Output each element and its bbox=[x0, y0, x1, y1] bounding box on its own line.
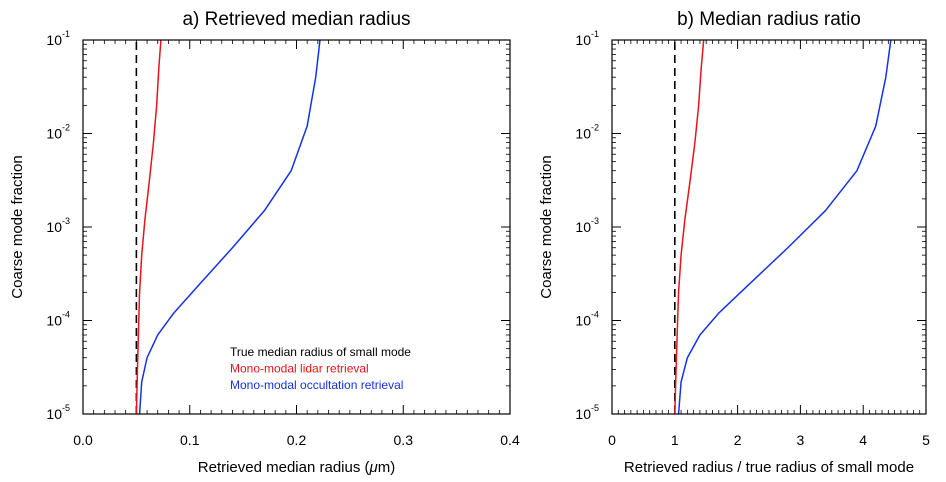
y-tick-label: 10-4 bbox=[46, 310, 70, 329]
chart-title: a) Retrieved median radius bbox=[182, 9, 410, 30]
x-tick-label: 0 bbox=[608, 432, 616, 448]
series-line-1 bbox=[135, 39, 162, 415]
y-tick-label: 10-5 bbox=[575, 403, 599, 422]
y-axis-label: Coarse mode fraction bbox=[9, 155, 26, 298]
x-tick-label: 3 bbox=[797, 432, 805, 448]
y-tick-label: 10-5 bbox=[46, 403, 70, 422]
legend-entry: True median radius of small mode bbox=[230, 345, 411, 359]
x-axis-label: Retrieved median radius (μm) bbox=[198, 459, 395, 476]
series-line-1 bbox=[674, 39, 705, 415]
y-tick-label: 10-1 bbox=[575, 29, 599, 48]
plot-frame bbox=[611, 39, 927, 415]
x-tick-label: 5 bbox=[922, 432, 930, 448]
legend-entry: Mono-modal lidar retrieval bbox=[230, 362, 369, 376]
x-tick-label: 0.0 bbox=[73, 432, 93, 448]
x-tick-label: 0.1 bbox=[180, 432, 200, 448]
x-tick-label: 0.3 bbox=[394, 432, 414, 448]
x-tick-label: 1 bbox=[671, 432, 679, 448]
y-tick-label: 10-1 bbox=[46, 29, 70, 48]
x-tick-label: 0.2 bbox=[287, 432, 307, 448]
y-tick-label: 10-3 bbox=[46, 216, 70, 235]
y-tick-label: 10-4 bbox=[575, 310, 599, 329]
x-tick-label: 4 bbox=[859, 432, 867, 448]
panel-b: b) Median radius ratio Retrieved radius /… bbox=[538, 9, 930, 476]
y-tick-label: 10-2 bbox=[46, 123, 70, 142]
legend-entry: Mono-modal occultation retrieval bbox=[230, 378, 403, 392]
series-line-2 bbox=[138, 39, 321, 415]
x-axis-label: Retrieved radius / true radius of small … bbox=[624, 459, 914, 476]
series-line-2 bbox=[677, 39, 892, 415]
x-tick-label: 0.4 bbox=[500, 432, 520, 448]
panel-a: a) Retrieved median radius Retrieved medi… bbox=[9, 9, 520, 476]
y-tick-label: 10-3 bbox=[575, 216, 599, 235]
y-tick-label: 10-2 bbox=[575, 123, 599, 142]
y-axis-label: Coarse mode fraction bbox=[538, 155, 555, 298]
plot-frame bbox=[82, 39, 511, 415]
chart-title: b) Median radius ratio bbox=[677, 9, 861, 30]
x-tick-label: 2 bbox=[734, 432, 742, 448]
